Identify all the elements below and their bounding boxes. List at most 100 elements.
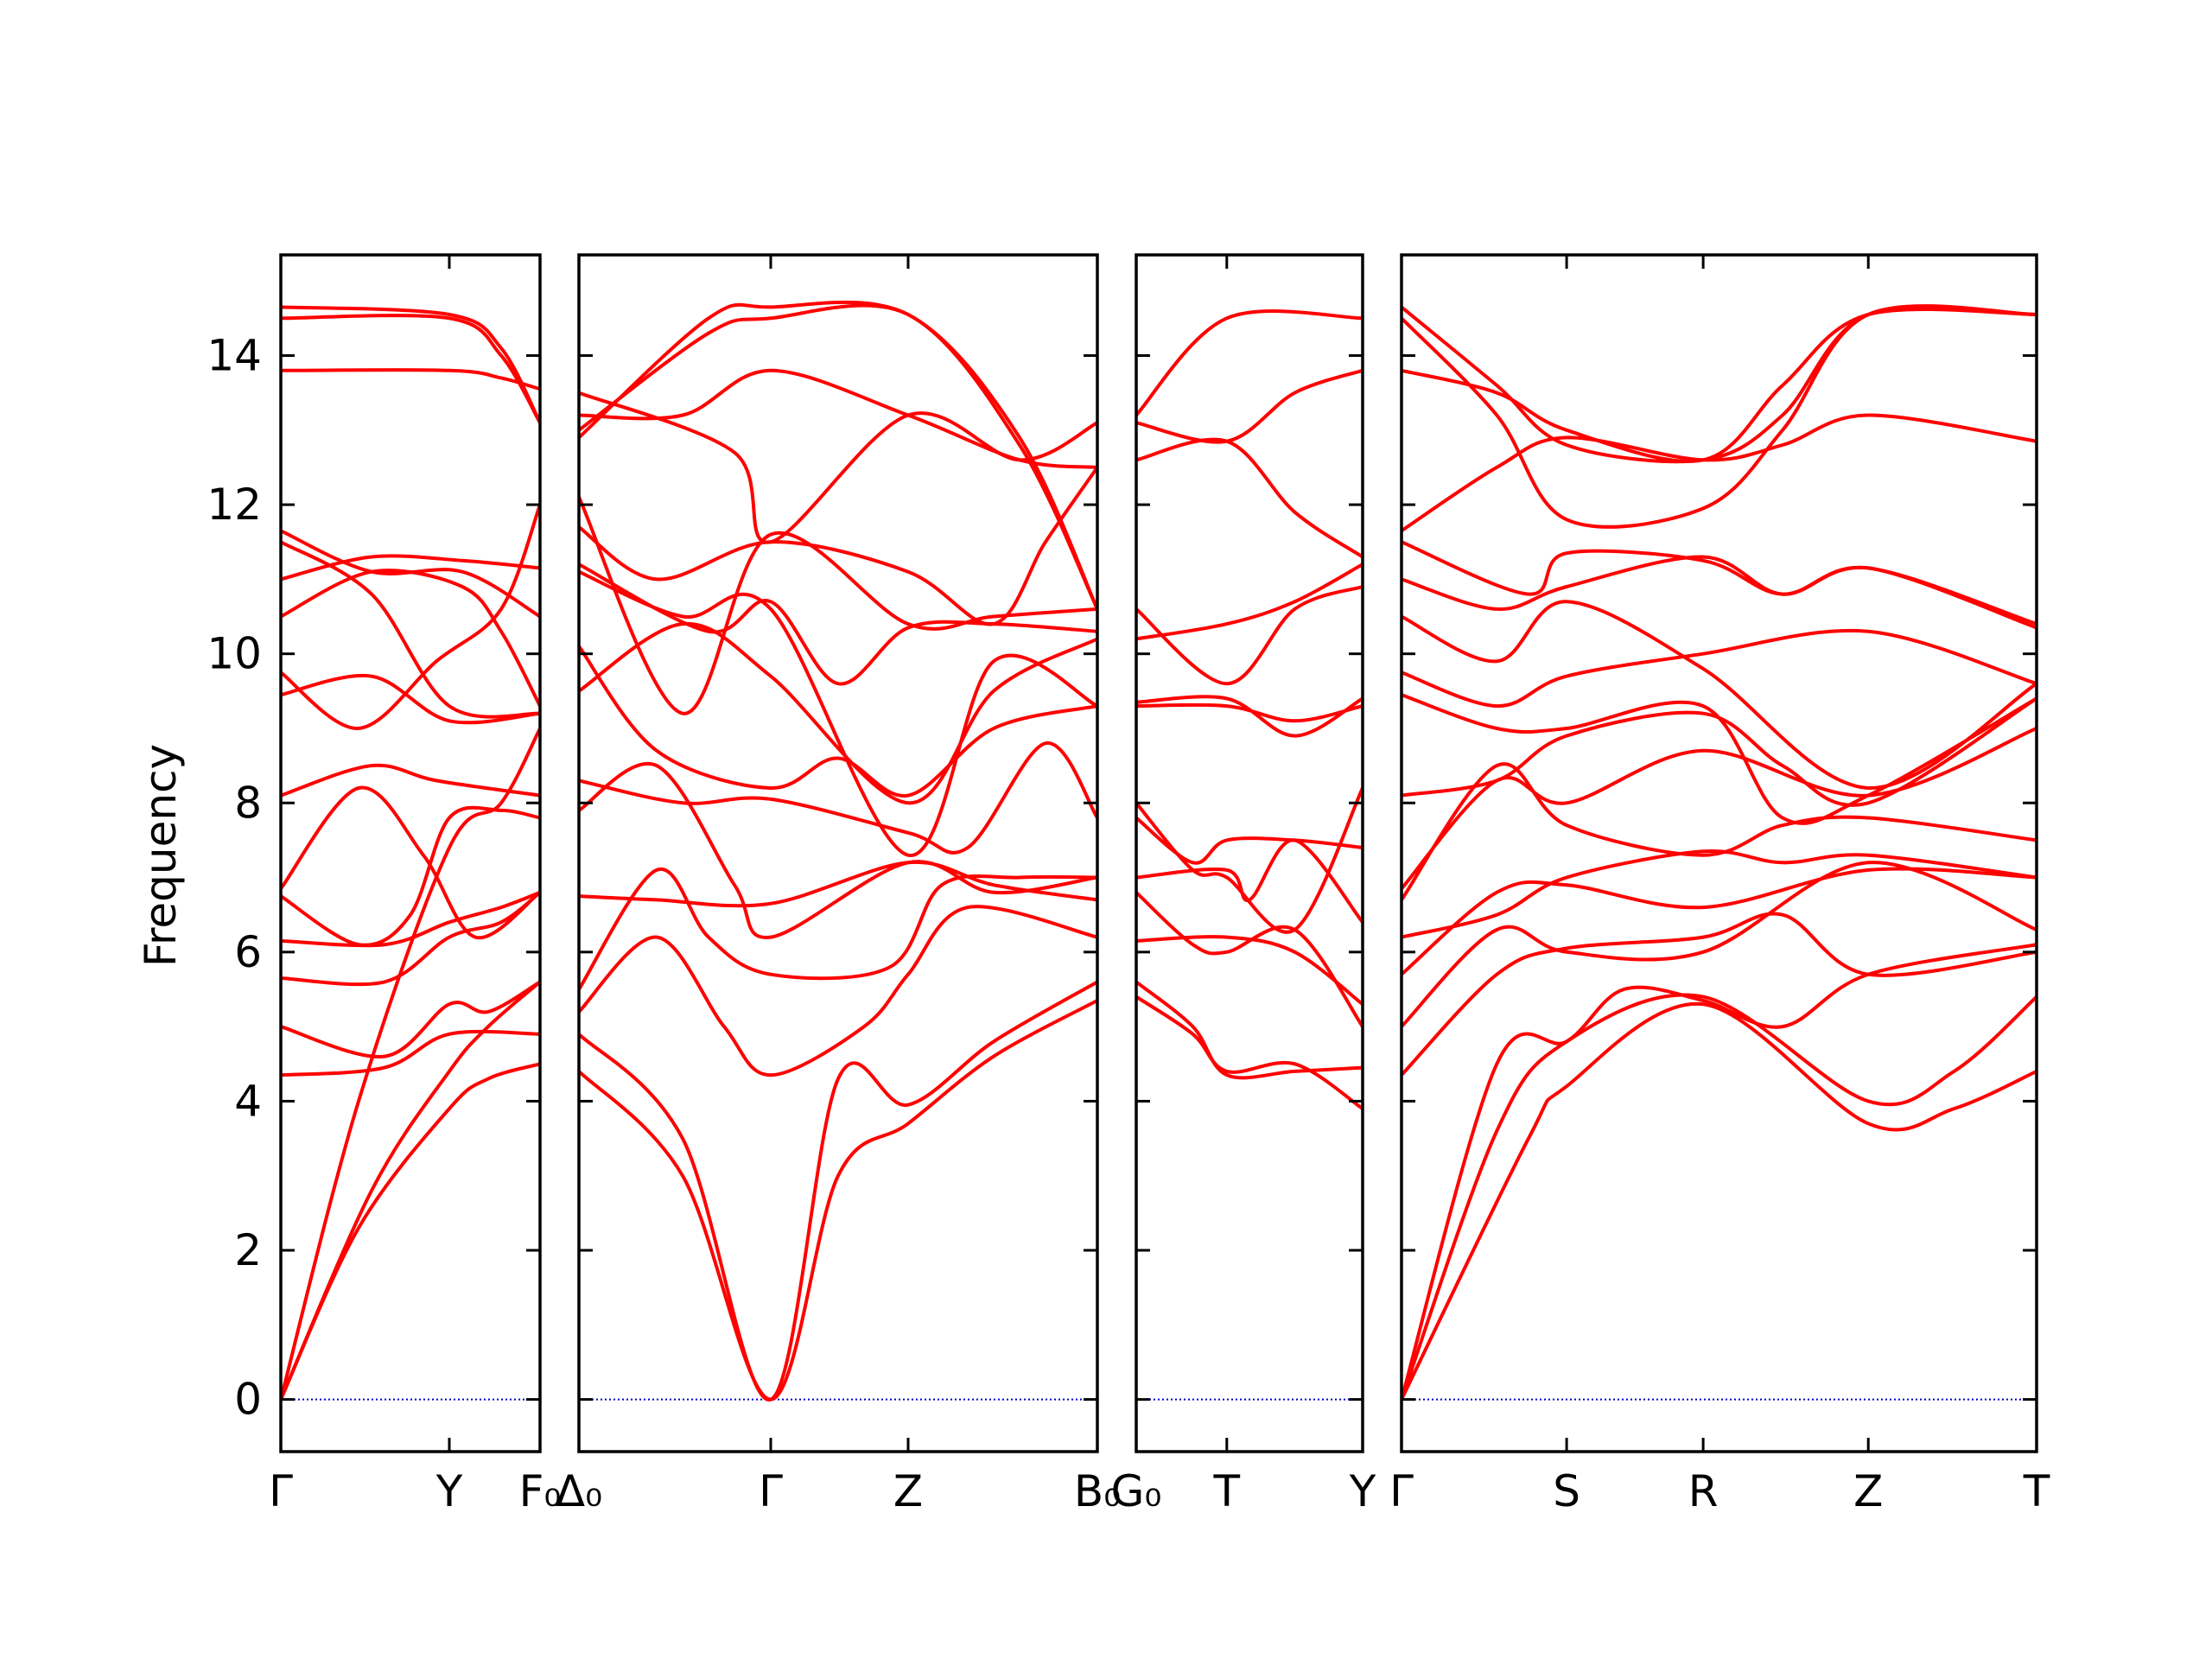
band-line [579,867,1097,991]
band-line [1402,540,2037,630]
band-line [1402,305,2037,464]
band-line [1136,695,1363,738]
y-tick-label: 12 [207,480,262,530]
band-line [281,529,540,619]
panel-frame [1400,253,2038,1453]
band-line [1402,912,2037,1077]
band-line [281,727,540,1402]
band-line [1402,867,2037,976]
band-line [1402,762,2037,902]
bands-group [1136,309,1363,1111]
band-line [281,785,540,940]
y-axis-label: Frequency [136,744,186,967]
band-line [1402,849,2037,939]
panel-1: 0 2 4 6 8 10 12 14 Γ Y F₀ [207,253,562,1516]
panel-frame [1135,253,1364,1453]
panel-3: G₀ T Y [1111,253,1376,1516]
band-line [1136,980,1363,1080]
band-line [281,980,540,1058]
band-line [579,980,1097,1402]
band-line [1136,890,1363,1029]
band-line [1136,935,1363,1007]
y-tick-label: 6 [234,927,262,977]
band-line [281,305,540,425]
band-line [579,300,1097,611]
band-line [281,890,540,948]
band-line [579,303,1097,611]
x-tick-label: Δ₀ [556,1466,602,1516]
band-line [1136,437,1363,559]
band-line [281,554,540,582]
band-line [281,805,540,947]
band-line [1136,816,1363,865]
band-line [281,980,540,1402]
x-tick-label: T [2023,1466,2050,1516]
band-line [1402,696,2037,807]
band-line [1136,838,1363,925]
panel-2: Δ₀ Γ Z B₀ [556,253,1121,1516]
x-tick-label: Y [435,1466,463,1516]
x-tick-label: Γ [269,1466,293,1516]
band-line [1136,563,1363,641]
band-line [281,673,540,725]
band-line [579,905,1097,1077]
band-line [281,890,540,987]
band-line [579,465,1097,626]
band-line [1136,309,1363,417]
band-line [1402,993,2037,1402]
bands-group [1402,304,2037,1402]
y-tick-label: 14 [207,330,262,380]
band-line [1402,600,2037,791]
y-tick-label: 8 [234,778,262,828]
band-line [579,622,1097,805]
bands-group [281,305,540,1402]
x-tick-label: G₀ [1111,1466,1162,1516]
band-line [579,495,1097,715]
band-line [579,761,1097,939]
x-tick-label: T [1213,1466,1241,1516]
band-line [1136,585,1363,686]
band-line [281,1062,540,1402]
band-line [1402,413,2037,533]
band-line [579,645,1097,798]
x-tick-label: Γ [1389,1466,1414,1516]
band-line [579,569,1097,857]
y-tick-label: 4 [234,1076,262,1126]
band-line [1402,628,2037,709]
band-line [281,1029,540,1077]
x-tick-label: R [1688,1466,1719,1516]
bands-group [579,300,1097,1402]
band-line [1402,943,2037,1402]
band-line [281,540,540,719]
band-line [579,563,1097,686]
band-line [1136,786,1363,934]
x-tick-label: Z [1853,1466,1883,1516]
panel-frame [577,253,1099,1453]
band-line [281,314,540,425]
band-line [281,763,540,798]
band-line [579,860,1097,908]
band-line [579,391,1097,544]
y-tick-label: 10 [207,629,262,679]
band-line [1136,702,1363,723]
y-tick-label: 2 [234,1225,262,1275]
x-tick-label: B₀ [1074,1466,1121,1516]
band-line [281,503,540,731]
band-line [579,998,1097,1402]
band-line [281,368,540,391]
band-line [579,741,1097,855]
x-tick-label: Z [893,1466,923,1516]
band-line [579,368,1097,469]
x-tick-label: Y [1349,1466,1376,1516]
band-line [1402,304,2037,529]
panel-frame [279,253,542,1453]
x-tick-label: F₀ [519,1466,562,1516]
band-line [1136,368,1363,444]
band-line [281,569,540,709]
y-tick-label: 0 [234,1375,262,1425]
band-line [1402,1001,2037,1402]
x-tick-label: S [1553,1466,1580,1516]
